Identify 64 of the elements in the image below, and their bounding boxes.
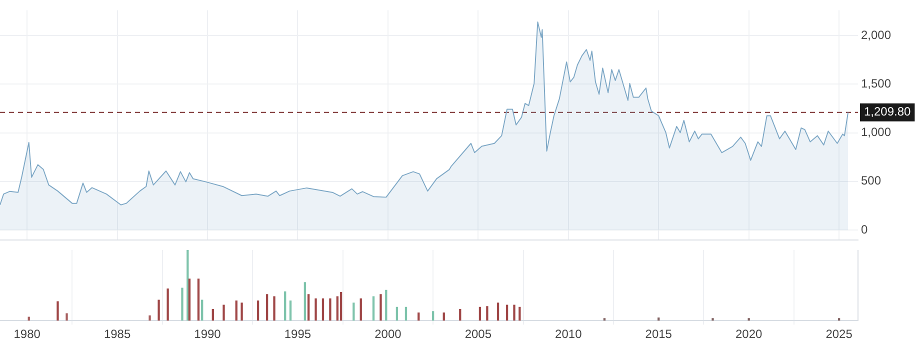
x-tick-label: 2005: [464, 327, 492, 342]
bar: [158, 300, 160, 321]
x-tick-label: 1995: [284, 327, 312, 342]
bar: [329, 298, 332, 321]
bar: [385, 290, 388, 321]
x-tick-label: 1985: [104, 327, 131, 342]
x-tick-label: 2010: [555, 327, 582, 342]
bar: [459, 308, 462, 321]
bar: [186, 250, 189, 321]
x-tick-label: 2020: [735, 327, 763, 342]
bar: [513, 304, 516, 321]
bar: [201, 300, 204, 321]
bar: [222, 304, 225, 321]
bar: [181, 288, 184, 321]
bar: [322, 298, 324, 321]
y-tick-label: 0: [861, 222, 868, 236]
bar: [188, 278, 191, 321]
bar: [603, 318, 606, 321]
bar: [442, 312, 445, 321]
bar: [56, 301, 59, 321]
bar: [418, 312, 420, 321]
bar: [748, 318, 750, 321]
bar: [28, 316, 30, 321]
bar: [304, 282, 306, 321]
x-tick-label: 1980: [14, 327, 41, 342]
bar: [314, 298, 317, 321]
bar: [496, 302, 500, 321]
bar: [506, 304, 508, 321]
y-tick-label: 2,000: [861, 28, 892, 42]
bar: [289, 300, 292, 321]
bar: [66, 313, 68, 321]
bar: [197, 278, 200, 321]
bar: [360, 298, 362, 321]
bar: [486, 306, 488, 321]
y-tick-label: 1,000: [861, 125, 892, 140]
ref-line-label: 1,209.80: [864, 104, 912, 119]
bar: [372, 296, 375, 321]
bar: [212, 308, 214, 321]
bar: [256, 300, 260, 321]
bar: [166, 288, 169, 321]
bar: [266, 294, 268, 321]
bar: [148, 315, 151, 321]
x-tick-label: 2015: [645, 327, 672, 342]
bar: [396, 306, 398, 321]
bar: [352, 302, 355, 321]
bar: [273, 296, 276, 321]
bar: [307, 294, 310, 321]
bar: [240, 302, 243, 321]
x-tick-label: 2025: [826, 327, 853, 342]
bar: [380, 294, 382, 321]
bar: [838, 318, 840, 321]
bar: [432, 311, 434, 321]
bar: [340, 292, 342, 321]
y-tick-label: 1,500: [861, 76, 892, 90]
bar: [404, 306, 408, 321]
bar: [518, 306, 521, 321]
y-tick-label: 500: [861, 174, 882, 188]
bar: [284, 291, 286, 321]
bar: [478, 306, 482, 321]
bar: [336, 296, 339, 321]
x-tick-label: 1990: [194, 327, 222, 342]
bar: [712, 318, 714, 321]
bar: [235, 300, 238, 321]
x-tick-label: 2000: [374, 327, 402, 342]
